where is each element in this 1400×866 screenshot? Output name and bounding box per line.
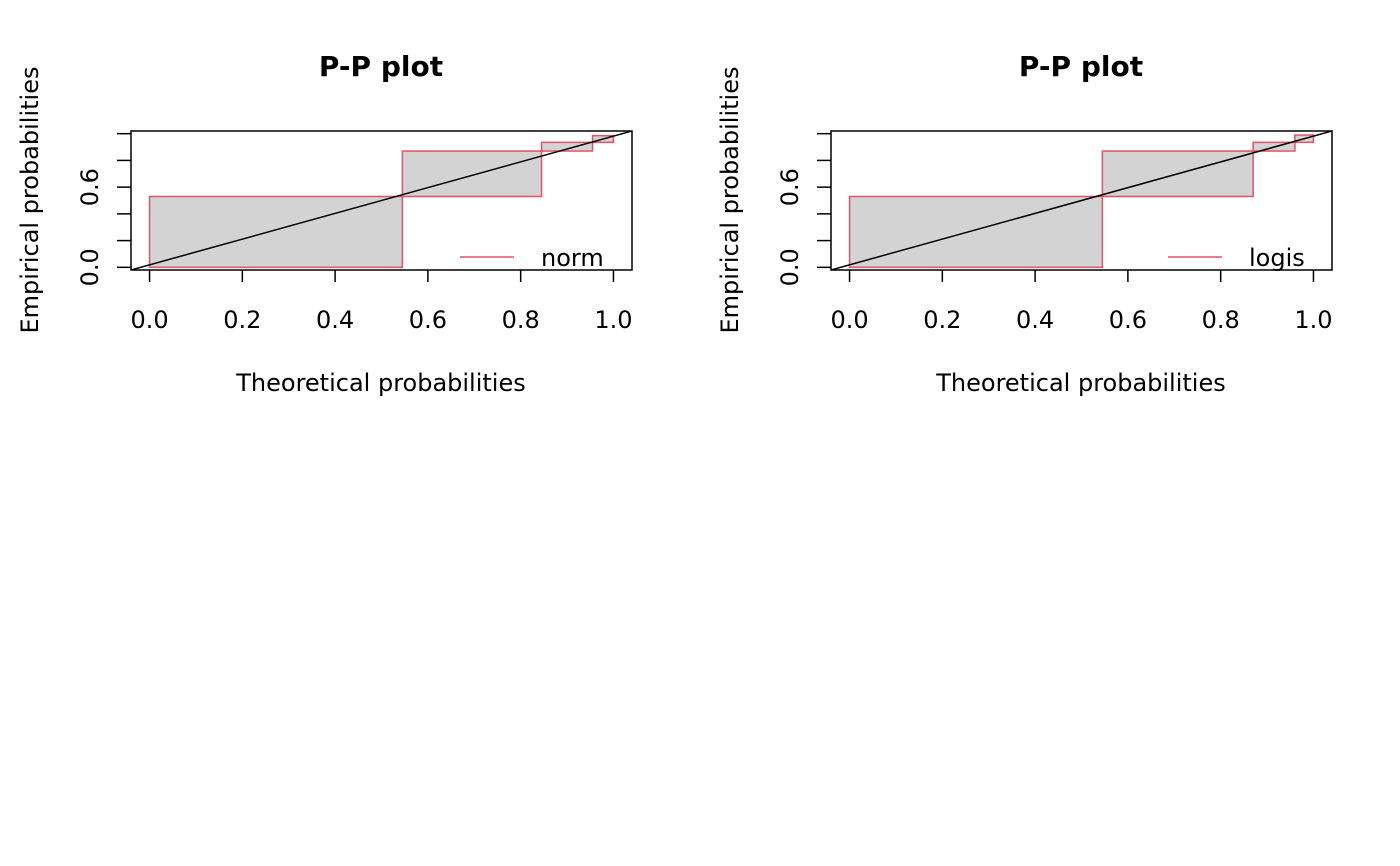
y-tick-label-1: 0.6 [76,168,104,206]
x-axis-label: Theoretical probabilities [235,369,526,397]
pp-step-2 [540,141,594,152]
x-tick-label-1: 0.2 [223,306,261,334]
legend-label: norm [541,244,604,272]
pp-plot-panel-logis: 0.0 0.2 0.4 0.6 0.8 1.0 0.0 0.6 P-P plot Theoreti… [716,50,1333,397]
x-tick-label-3: 0.6 [1109,306,1147,334]
x-tick-label-0: 0.0 [130,306,168,334]
x-tick-label-2: 0.4 [1016,306,1054,334]
plot-frame [130,130,633,271]
y-axis-label: Empirical probabilities [16,67,44,334]
x-tick-label-0: 0.0 [830,306,868,334]
x-tick-label-3: 0.6 [409,306,447,334]
pp-plot-panel-norm: 0.0 0.2 0.4 0.6 0.8 1.0 0.0 0.6 P-P plot Theoreti… [16,50,633,397]
chart-title: P-P plot [319,50,443,83]
pp-step-0 [148,195,404,269]
x-tick-label-4: 0.8 [1202,306,1240,334]
reference-line [131,131,632,270]
y-tick-label-1: 0.6 [776,168,804,206]
chart-title: P-P plot [1019,50,1143,83]
x-tick-label-5: 1.0 [594,306,632,334]
y-axis-label: Empirical probabilities [716,67,744,334]
x-axis-label: Theoretical probabilities [935,369,1226,397]
x-tick-label-4: 0.8 [502,306,540,334]
reference-line [831,131,1332,270]
x-tick-label-1: 0.2 [923,306,961,334]
y-tick-label-0: 0.0 [76,248,104,286]
x-tick-label-2: 0.4 [316,306,354,334]
y-tick-label-0: 0.0 [776,248,804,286]
pp-step-0 [848,195,1104,269]
plot-frame [830,130,1333,271]
legend-label: logis [1249,244,1305,272]
x-tick-label-5: 1.0 [1294,306,1332,334]
